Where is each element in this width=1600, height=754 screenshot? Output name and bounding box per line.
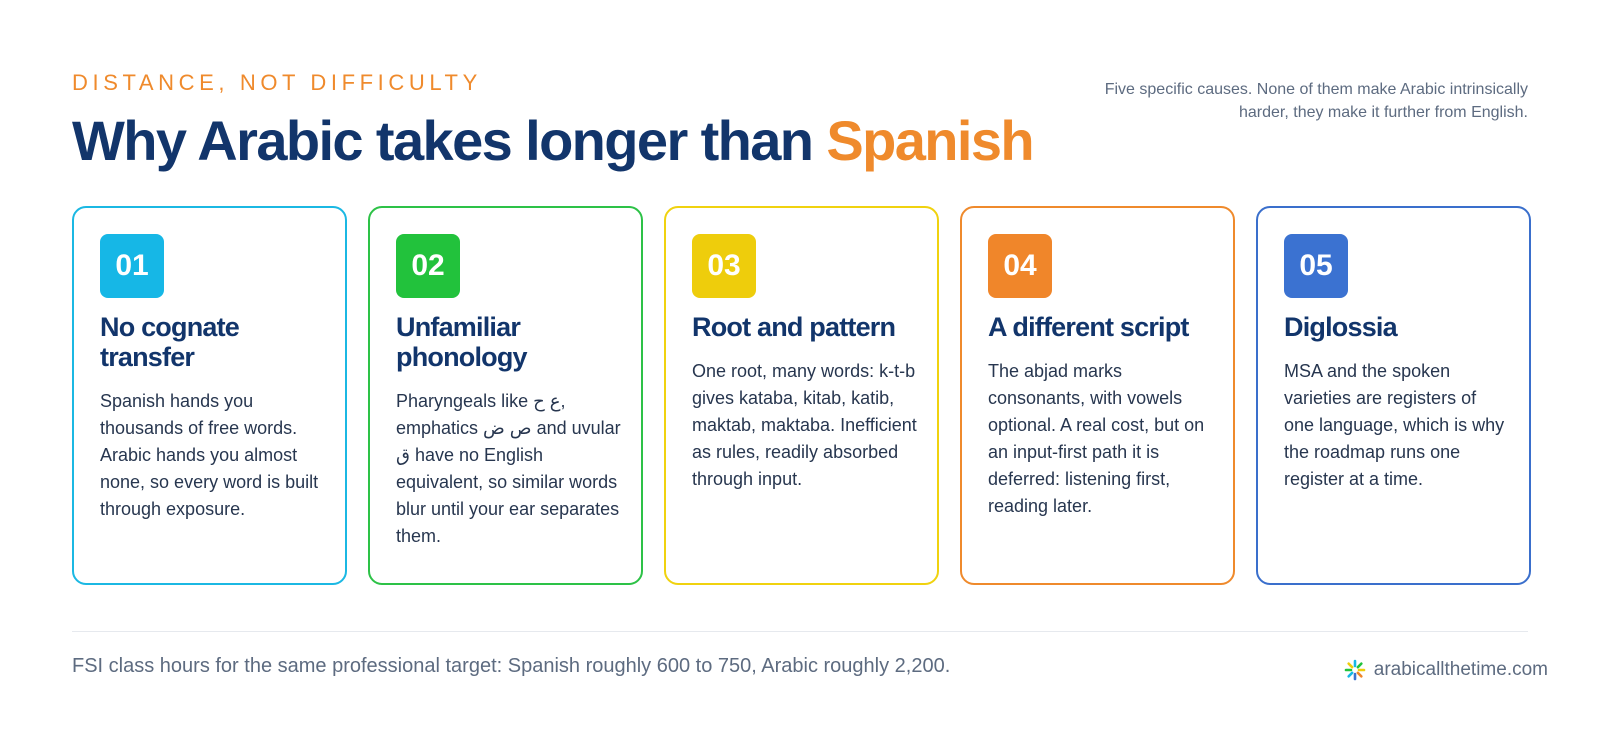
cause-card-3: 03 Root and pattern One root, many words… (664, 206, 939, 585)
brand-link[interactable]: arabicallthetime.com (1344, 659, 1548, 681)
card-body: One root, many words: k-t-b gives kataba… (692, 361, 917, 489)
card-body: The abjad marks consonants, with vowels … (988, 361, 1205, 516)
card-number-badge: 04 (988, 234, 1052, 298)
card-title: A different script (988, 312, 1189, 342)
card-title: Unfamiliar phonology (396, 312, 528, 372)
brand-name: arabicallthetime.com (1373, 659, 1548, 680)
card-title: No cognate transfer (100, 312, 240, 372)
page-title: Why Arabic takes longer than Spanish (72, 108, 1035, 173)
fsi-hours-note: FSI class hours for the same professiona… (72, 655, 951, 677)
page-title-main: Why Arabic takes longer than (72, 109, 814, 172)
card-number-badge: 01 (100, 234, 164, 298)
card-title: Diglossia (1284, 312, 1398, 342)
cause-card-4: 04 A different script The abjad marks co… (960, 206, 1235, 585)
page-title-accent: Spanish (826, 109, 1034, 172)
cause-card-2: 02 Unfamiliar phonology Pharyngeals like… (368, 206, 643, 585)
intro-text: Five specific causes. None of them make … (1104, 81, 1528, 121)
cause-cards: 01 No cognate transfer Spanish hands you… (72, 206, 1531, 585)
card-number-badge: 05 (1284, 234, 1348, 298)
card-body: Spanish hands you thousands of free word… (100, 391, 319, 519)
card-number-badge: 02 (396, 234, 460, 298)
card-title: Root and pattern (692, 312, 896, 342)
cause-card-1: 01 No cognate transfer Spanish hands you… (72, 206, 347, 585)
footer-divider (72, 631, 1528, 632)
card-body: Pharyngeals like ع ح, emphatics ص ض and … (396, 391, 621, 546)
card-number-badge: 03 (692, 234, 756, 298)
eyebrow-label: DISTANCE, NOT DIFFICULTY (72, 70, 482, 95)
sunburst-logo-icon (1344, 659, 1366, 681)
card-body: MSA and the spoken varieties are registe… (1284, 361, 1505, 489)
cause-card-5: 05 Diglossia MSA and the spoken varietie… (1256, 206, 1531, 585)
